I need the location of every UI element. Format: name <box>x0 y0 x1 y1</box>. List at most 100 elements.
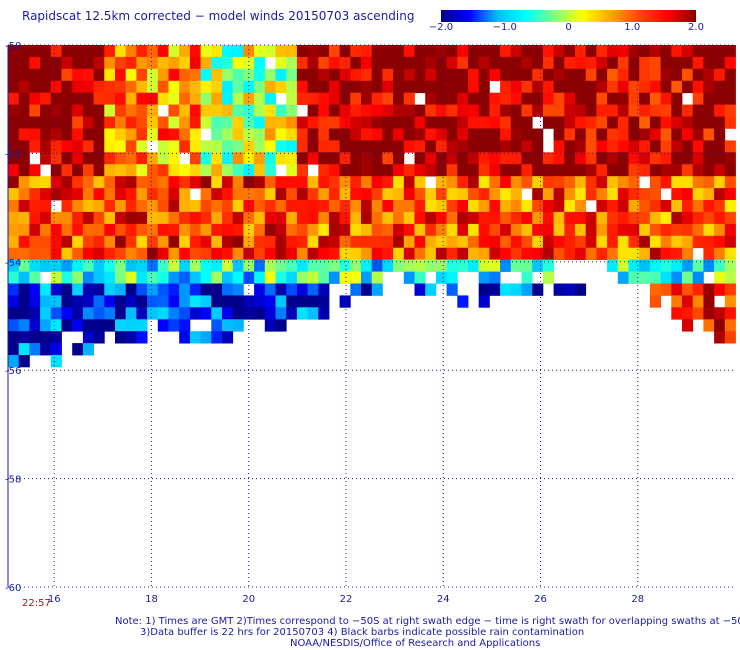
heatmap-cell <box>361 235 373 249</box>
heatmap-cell <box>200 152 212 165</box>
heatmap-cell <box>403 176 415 189</box>
heatmap-cell <box>703 164 715 177</box>
heatmap-cell <box>275 45 287 58</box>
heatmap-cell <box>371 104 383 117</box>
heatmap-cell <box>264 188 276 201</box>
heatmap-cell <box>29 116 41 129</box>
heatmap-cell <box>93 80 105 94</box>
heatmap-cell <box>136 259 148 272</box>
heatmap-cell <box>147 164 159 177</box>
heatmap-cell <box>425 140 437 153</box>
heatmap-cell <box>243 68 255 82</box>
heatmap-cell <box>585 164 597 177</box>
heatmap-cell <box>157 235 169 249</box>
heatmap-cell <box>125 104 137 117</box>
heatmap-cell <box>40 176 52 189</box>
heatmap-cell <box>339 188 351 201</box>
heatmap-cell <box>93 164 105 177</box>
heatmap-cell <box>157 319 169 332</box>
heatmap-cell <box>446 235 458 249</box>
heatmap-cell <box>254 295 266 308</box>
heatmap-cell <box>521 56 533 70</box>
heatmap-cell <box>72 343 84 356</box>
heatmap-cell <box>649 104 661 117</box>
heatmap-cell <box>339 116 351 129</box>
heatmap-cell <box>222 283 234 296</box>
heatmap-cell <box>468 211 480 225</box>
heatmap-cell <box>296 200 308 213</box>
heatmap-cell <box>489 176 501 189</box>
heatmap-cell <box>724 223 736 237</box>
heatmap-cell <box>82 116 94 129</box>
heatmap-cell <box>414 128 426 141</box>
heatmap-cell <box>29 104 41 117</box>
heatmap-cell <box>457 56 469 70</box>
heatmap-cell <box>307 92 319 105</box>
heatmap-cell <box>275 116 287 129</box>
heatmap-cell <box>157 152 169 165</box>
heatmap-cell <box>200 295 212 308</box>
heatmap-cell <box>307 68 319 82</box>
heatmap-cell <box>179 211 191 225</box>
heatmap-cell <box>500 211 512 225</box>
heatmap-cell <box>617 223 629 237</box>
heatmap-cell <box>318 152 330 165</box>
heatmap-cell <box>371 68 383 82</box>
heatmap-cell <box>61 45 73 58</box>
heatmap-cell <box>542 176 554 189</box>
heatmap-cell <box>29 235 41 249</box>
heatmap-cell <box>393 211 405 225</box>
heatmap-cell <box>607 68 619 82</box>
heatmap-cell <box>296 259 308 272</box>
heatmap-cell <box>575 176 587 189</box>
heatmap-cell <box>93 92 105 105</box>
heatmap-cell <box>414 211 426 225</box>
heatmap-cell <box>382 152 394 165</box>
heatmap-cell <box>179 68 191 82</box>
heatmap-cell <box>489 188 501 201</box>
heatmap-cell <box>393 152 405 165</box>
heatmap-cell <box>307 128 319 141</box>
heatmap-cell <box>18 176 30 189</box>
heatmap-cell <box>147 128 159 141</box>
heatmap-cell <box>553 223 565 237</box>
heatmap-cell <box>478 223 490 237</box>
heatmap-cell <box>286 283 298 296</box>
heatmap-cell <box>200 211 212 225</box>
heatmap-cell <box>61 271 73 284</box>
heatmap-cell <box>104 211 116 225</box>
heatmap-cell <box>649 188 661 201</box>
heatmap-cell <box>147 271 159 284</box>
heatmap-cell <box>179 176 191 189</box>
heatmap-cell <box>596 200 608 213</box>
heatmap-cell <box>575 68 587 82</box>
heatmap-cell <box>328 164 340 177</box>
heatmap-cell <box>318 45 330 58</box>
heatmap-cell <box>200 283 212 296</box>
heatmap-cell <box>724 259 736 272</box>
heatmap-cell <box>639 68 651 82</box>
heatmap-cell <box>489 116 501 129</box>
heatmap-cell <box>682 247 694 260</box>
heatmap-cell <box>457 235 469 249</box>
heatmap-cell <box>307 247 319 260</box>
heatmap-cell <box>724 116 736 129</box>
heatmap-cell <box>468 247 480 260</box>
heatmap-cell <box>72 92 84 105</box>
note-line-3: NOAA/NESDIS/Office of Research and Appli… <box>290 638 541 649</box>
heatmap-cell <box>596 104 608 117</box>
heatmap-cell <box>232 68 244 82</box>
heatmap-cell <box>478 188 490 201</box>
heatmap-cell <box>350 247 362 260</box>
heatmap-cell <box>296 211 308 225</box>
heatmap-cell <box>575 283 587 296</box>
heatmap-cell <box>724 331 736 344</box>
heatmap-cell <box>222 80 234 94</box>
heatmap-cell <box>211 235 223 249</box>
heatmap-cell <box>82 128 94 141</box>
heatmap-cell <box>211 307 223 320</box>
heatmap-cell <box>339 104 351 117</box>
heatmap-cell <box>189 307 201 320</box>
heatmap-cell <box>328 235 340 249</box>
heatmap-cell <box>82 164 94 177</box>
